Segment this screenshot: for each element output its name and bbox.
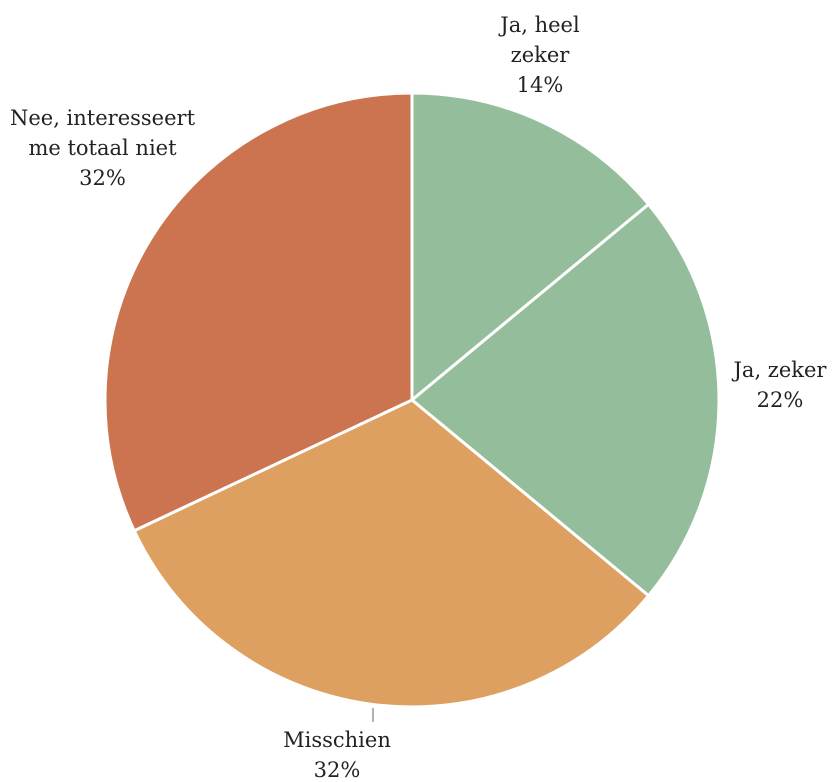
category-label: Ja, zeker bbox=[733, 358, 827, 382]
value-label: 32% bbox=[313, 758, 361, 782]
slice-label: Misschien 32% bbox=[237, 725, 437, 782]
value-label: 22% bbox=[756, 388, 804, 412]
pie-slice bbox=[103, 91, 414, 533]
slice-label: Ja, heel zeker 14% bbox=[470, 10, 610, 100]
pie-slice bbox=[409, 202, 721, 598]
category-label: Ja, heel zeker bbox=[500, 13, 580, 67]
slice-label: Ja, zeker 22% bbox=[705, 355, 835, 415]
value-label: 14% bbox=[516, 73, 564, 97]
category-label: Misschien bbox=[283, 728, 391, 752]
value-label: 32% bbox=[79, 166, 126, 190]
pie-slice bbox=[410, 91, 651, 404]
slice-label: Nee, interesseert me totaal niet 32% bbox=[5, 103, 200, 193]
pie-slice bbox=[132, 398, 651, 709]
category-label: Nee, interesseert me totaal niet bbox=[9, 106, 196, 160]
